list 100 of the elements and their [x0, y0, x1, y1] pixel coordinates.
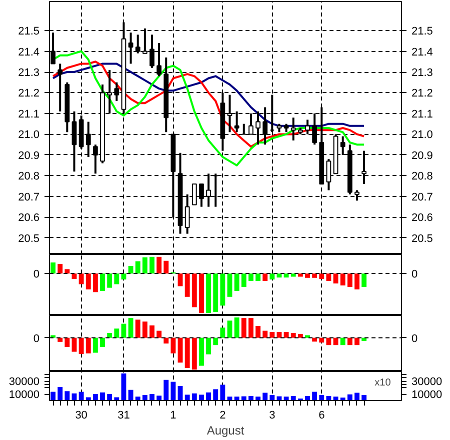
- bar: [64, 391, 70, 400]
- bar: [192, 393, 197, 400]
- bar: [58, 264, 63, 274]
- y2-tick-label: 21.5: [412, 26, 433, 38]
- bar: [326, 396, 332, 400]
- bar: [305, 274, 310, 278]
- y-tick-label: 21.2: [18, 88, 40, 100]
- y2-tick-label: 30000: [412, 376, 442, 388]
- candlestick: [354, 189, 360, 202]
- bar: [276, 332, 282, 338]
- y-tick-label: 10000: [8, 389, 40, 402]
- y2-tick-label: 20.9: [412, 150, 433, 162]
- y2-tick-label: 21.4: [412, 46, 433, 58]
- candlestick: [86, 120, 91, 158]
- y-tick-label: 20.8: [18, 170, 40, 183]
- bar: [206, 338, 212, 354]
- bar: [220, 274, 226, 306]
- bar: [135, 396, 140, 400]
- bar: [86, 338, 91, 354]
- candlestick: [305, 118, 310, 136]
- y2-tick-label: 21.3: [412, 67, 433, 80]
- bar: [248, 318, 254, 338]
- bar: [270, 274, 275, 280]
- bar: [248, 396, 254, 400]
- bar: [107, 274, 112, 288]
- bar: [298, 334, 303, 338]
- bar: [121, 274, 126, 280]
- bar: [220, 328, 226, 338]
- bar: [347, 274, 352, 287]
- y-tick-label: 20.6: [18, 212, 40, 224]
- y2-tick-label: 21.1: [412, 108, 433, 120]
- bar: [156, 396, 162, 400]
- candlestick: [93, 144, 98, 175]
- y-tick-label: 20.5: [18, 232, 40, 245]
- candlestick: [256, 110, 260, 146]
- text: 0: [412, 268, 418, 281]
- bar: [64, 269, 70, 274]
- candlestick: [72, 110, 77, 173]
- candlestick: [326, 158, 332, 192]
- bar: [164, 338, 169, 344]
- x-tick-label: 6: [318, 410, 325, 422]
- candlestick: [199, 182, 204, 208]
- candlestick: [340, 135, 346, 156]
- bar: [262, 392, 268, 400]
- bar: [86, 274, 91, 290]
- bar: [270, 395, 275, 400]
- ref-line-label: 0: [33, 332, 40, 345]
- y-tick-label: 21.3: [18, 67, 40, 80]
- bar: [319, 274, 324, 280]
- candlestick: [156, 42, 162, 78]
- candlestick: [107, 68, 112, 114]
- x-tick-label: 31: [118, 410, 130, 422]
- bar: [92, 274, 98, 292]
- bar: [284, 274, 289, 278]
- bar: [78, 392, 84, 400]
- bar: [256, 396, 260, 400]
- y-tick-label: 21.1: [18, 108, 40, 120]
- bar: [319, 395, 324, 400]
- bar: [142, 257, 148, 274]
- x-tick-label: 2: [220, 410, 226, 422]
- y2-tick-label: 20.6: [412, 212, 433, 224]
- bar: [347, 338, 352, 346]
- bar: [312, 274, 318, 278]
- bar: [220, 384, 226, 400]
- bar: [284, 396, 289, 400]
- bar: [262, 330, 268, 338]
- y-tick-label: 20.9: [18, 150, 40, 162]
- text: x10: [374, 378, 392, 388]
- candlestick: [150, 34, 154, 69]
- bar: [192, 274, 197, 308]
- candlestick: [206, 172, 211, 208]
- bar: [305, 335, 310, 338]
- bar: [114, 274, 120, 284]
- bar: [150, 394, 154, 400]
- y2-tick-label: 20.5: [412, 232, 433, 245]
- bar: [290, 396, 296, 400]
- bar: [164, 260, 169, 274]
- bar: [121, 324, 126, 338]
- bar: [333, 274, 338, 284]
- bar: [78, 338, 84, 354]
- bar: [312, 392, 318, 400]
- x-axis-title: August: [206, 424, 245, 438]
- bar: [234, 396, 240, 400]
- candlestick: [248, 112, 254, 136]
- bar: [135, 320, 140, 338]
- y2-tick-label: 10000: [412, 389, 442, 402]
- candlestick: [312, 112, 318, 146]
- bar: [227, 320, 232, 338]
- bar: [354, 338, 360, 346]
- candlestick: [227, 94, 232, 134]
- bar: [128, 390, 134, 400]
- bar: [135, 261, 140, 274]
- candlestick: [234, 110, 240, 134]
- bar: [78, 274, 84, 284]
- bar: [213, 389, 218, 400]
- bar: [340, 338, 346, 346]
- y-tick-label: 21.4: [18, 46, 40, 58]
- bar: [362, 274, 367, 287]
- bar: [64, 338, 70, 347]
- bar: [107, 394, 112, 400]
